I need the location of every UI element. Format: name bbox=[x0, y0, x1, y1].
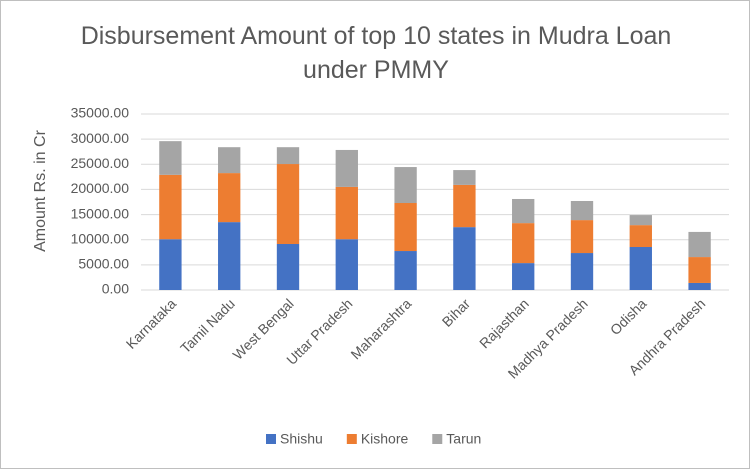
x-tick-label: Maharashtra bbox=[347, 295, 414, 362]
bar-segment bbox=[335, 186, 358, 240]
bar-segment bbox=[629, 247, 652, 290]
y-tick-label: 25000.00 bbox=[71, 155, 130, 171]
bar-segment bbox=[218, 173, 241, 223]
bar-segment bbox=[453, 184, 476, 228]
legend-label: Kishore bbox=[361, 431, 409, 447]
bar-segment bbox=[159, 174, 182, 240]
x-tick-label: Odisha bbox=[607, 295, 650, 338]
legend-swatch bbox=[432, 434, 443, 444]
bar-segment bbox=[159, 141, 182, 175]
bar-segment bbox=[218, 147, 241, 174]
chart-title: Disbursement Amount of top 10 states in … bbox=[80, 22, 672, 84]
y-tick-label: 5000.00 bbox=[78, 256, 129, 272]
bar-segment bbox=[570, 200, 594, 221]
legend-swatch bbox=[346, 434, 357, 444]
bar-segment bbox=[688, 282, 711, 290]
bar-segment bbox=[394, 251, 417, 290]
bar-segment bbox=[159, 239, 182, 290]
x-tick-label: Tamil Nadu bbox=[177, 295, 238, 356]
bar-segment bbox=[276, 243, 300, 290]
bar-segment bbox=[629, 225, 652, 248]
bar-segment bbox=[629, 215, 652, 226]
x-tick-label: Bihar bbox=[439, 295, 474, 330]
x-tick-label: Rajasthan bbox=[476, 295, 532, 351]
bar-segment bbox=[335, 239, 358, 290]
bar-segment bbox=[512, 223, 535, 264]
bar-segment bbox=[335, 149, 358, 187]
y-tick-label: 20000.00 bbox=[71, 180, 130, 196]
bar-segment bbox=[453, 170, 476, 185]
y-tick-label: 30000.00 bbox=[71, 130, 130, 146]
bar-segment bbox=[512, 263, 535, 290]
bar-segment bbox=[276, 164, 300, 244]
bar-segment bbox=[394, 167, 417, 204]
legend-label: Shishu bbox=[280, 431, 323, 447]
y-tick-label: 35000.00 bbox=[71, 105, 130, 121]
bar-segment bbox=[218, 222, 241, 290]
y-tick-label: 15000.00 bbox=[71, 205, 130, 221]
bar-segment bbox=[276, 147, 300, 165]
y-tick-label: 0.00 bbox=[102, 281, 129, 297]
y-axis-label: Amount Rs. in Cr bbox=[32, 129, 49, 251]
bar-segment bbox=[570, 253, 594, 290]
x-tick-label: Karnataka bbox=[123, 295, 180, 352]
bar-segment bbox=[570, 220, 594, 254]
bar-segment bbox=[688, 257, 711, 283]
legend-swatch bbox=[266, 434, 276, 444]
bar-segment bbox=[688, 231, 711, 258]
bar-segment bbox=[512, 198, 535, 224]
bar-segment bbox=[394, 203, 417, 252]
legend-label: Tarun bbox=[446, 431, 481, 447]
y-tick-label: 10000.00 bbox=[71, 230, 130, 246]
bar-segment bbox=[453, 227, 476, 290]
